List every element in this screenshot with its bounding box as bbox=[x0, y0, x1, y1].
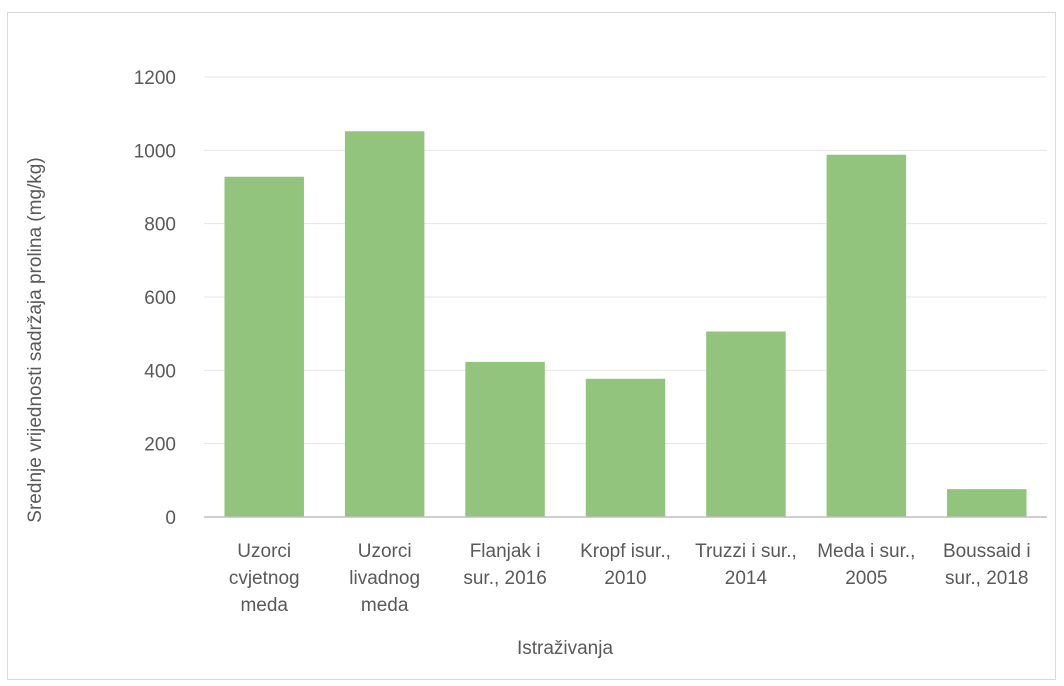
bar bbox=[585, 378, 666, 517]
y-tick-label: 400 bbox=[144, 361, 176, 382]
x-category-label: Meda i sur., 2005 bbox=[817, 541, 915, 589]
bar bbox=[465, 361, 545, 517]
x-category-label: Kropf isur., 2010 bbox=[580, 541, 671, 589]
y-tick-label: 1000 bbox=[134, 141, 176, 162]
x-category-label: Boussaid i sur., 2018 bbox=[943, 541, 1031, 589]
y-axis-title: Srednje vrijednosti sadržaja prolina (mg… bbox=[25, 157, 46, 522]
x-category-label: Truzzi i sur., 2014 bbox=[695, 541, 797, 589]
y-axis-ticks: 0 200 400 600 800 1000 1200 bbox=[134, 68, 176, 529]
x-category-label: Flanjak i sur., 2016 bbox=[463, 541, 546, 589]
bar bbox=[826, 154, 907, 517]
y-tick-label: 1200 bbox=[134, 68, 176, 89]
bar bbox=[344, 131, 425, 517]
y-tick-label: 800 bbox=[144, 215, 176, 236]
x-category-label: Uzorci livadnog meda bbox=[349, 541, 420, 616]
bar bbox=[224, 176, 304, 517]
bars bbox=[224, 131, 1027, 517]
gridlines bbox=[204, 76, 1047, 445]
y-tick-label: 0 bbox=[165, 508, 176, 529]
y-tick-label: 200 bbox=[144, 435, 176, 456]
y-tick-label: 600 bbox=[144, 288, 176, 309]
x-category-label: Uzorci cvjetnog meda bbox=[229, 541, 300, 616]
bar bbox=[947, 489, 1027, 517]
bar bbox=[706, 331, 786, 517]
x-axis-categories: Uzorci cvjetnog meda Uzorci livadnog meda Flan… bbox=[229, 541, 1031, 616]
x-axis-title: Istraživanja bbox=[517, 638, 614, 659]
